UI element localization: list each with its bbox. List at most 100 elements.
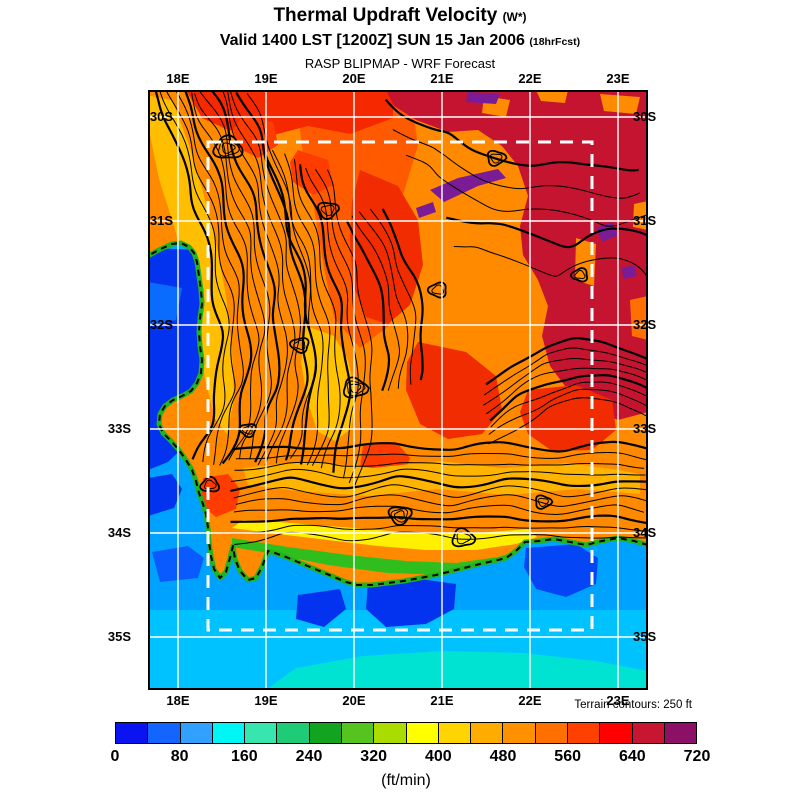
terrain-contour-peak	[342, 376, 370, 399]
terrain-contour-peak	[537, 497, 549, 507]
red-blob-5	[200, 474, 240, 517]
lon-label-bottom-18E: 18E	[166, 693, 190, 708]
terrain-contour	[486, 367, 648, 415]
forecast-hour-tag: (18hrFcst)	[529, 36, 581, 48]
colorbar-cell-7	[340, 723, 374, 743]
ocean-patch-dark-1	[296, 589, 346, 627]
terrain-contour	[230, 514, 647, 524]
colorbar-cell-16	[631, 723, 664, 743]
colorbar-units-label: (ft/min)	[381, 772, 431, 789]
map-canvas	[148, 90, 648, 690]
valid-time-text: Valid 1400 LST [1200Z] SUN 15 Jan 2006	[219, 32, 525, 49]
terrain-contour	[485, 337, 648, 386]
terrain-contour	[327, 169, 373, 486]
lon-label-top-21E: 21E	[430, 71, 454, 86]
terrain-contour-peak	[574, 269, 586, 280]
lat-label-right-31S: 31S	[633, 213, 657, 228]
terrain-contour	[351, 215, 400, 391]
terrain-contour	[209, 90, 281, 463]
updraft-region-layer	[150, 90, 648, 575]
colorbar-cell-1	[147, 723, 180, 743]
terrain-contour	[489, 374, 648, 422]
coast-green-fringe	[148, 240, 648, 588]
orange-spot-2	[600, 94, 640, 114]
land-layer	[148, 90, 648, 585]
colorbar-cell-9	[405, 723, 438, 743]
terrain-contour	[220, 90, 288, 466]
terrain-contour	[446, 216, 648, 249]
colorbar	[115, 722, 697, 744]
terrain-contour	[299, 164, 352, 473]
inner-domain-box	[206, 140, 594, 632]
colorbar-cell-6	[308, 723, 341, 743]
orange-spot-4	[633, 201, 648, 230]
colorbar-cell-17	[663, 723, 697, 743]
colorbar-cell-8	[373, 723, 406, 743]
terrain-contour-peak	[387, 506, 413, 526]
terrain-contour	[191, 92, 260, 461]
model-domain-box	[206, 140, 594, 632]
map-border	[148, 90, 648, 690]
terrain-contour-peak	[390, 508, 409, 523]
terrain-contour-peak	[288, 337, 310, 354]
terrain-contour-peak	[489, 153, 503, 164]
forecast-map	[148, 90, 648, 690]
terrain-contour	[154, 91, 225, 460]
terrain-contour	[490, 381, 648, 428]
lat-label-right-34S: 34S	[633, 525, 657, 540]
terrain-contour	[158, 90, 230, 463]
terrain-contour	[194, 93, 266, 459]
lon-label-bottom-23E: 23E	[606, 693, 630, 708]
terrain-contour-peak	[456, 531, 472, 545]
crimson-karoo	[386, 90, 648, 420]
terrain-contour	[405, 154, 648, 227]
red-blob-2	[406, 342, 502, 439]
colorbar-cell-5	[276, 723, 309, 743]
terrain-contour-peak	[320, 204, 335, 217]
orange-spot-6	[630, 296, 648, 340]
terrain-contour	[384, 98, 639, 172]
lon-label-bottom-21E: 21E	[430, 693, 454, 708]
ocean-patch-dark-4	[148, 474, 182, 516]
terrain-contours-note: Terrain contours: 250 ft	[574, 699, 692, 711]
lat-label-left-34S: 34S	[107, 525, 131, 540]
colorbar-cell-13	[534, 723, 567, 743]
terrain-contour	[226, 90, 296, 466]
terrain-contour-peak	[535, 494, 554, 510]
colorbar-tick-400: 400	[424, 748, 452, 765]
terrain-contour	[381, 208, 424, 381]
purple-streak-1	[430, 169, 506, 202]
green-coast-band	[232, 538, 538, 575]
terrain-contour	[183, 90, 253, 465]
orange-spot-1	[536, 90, 568, 103]
terrain-contour-peak	[451, 527, 477, 548]
ocean-turquoise-band	[266, 651, 648, 690]
terrain-contour-peak	[199, 475, 220, 493]
colorbar-tick-480: 480	[489, 748, 517, 765]
colorbar-tick-560: 560	[554, 748, 582, 765]
lon-label-bottom-20E: 20E	[342, 693, 366, 708]
terrain-contour	[284, 153, 331, 466]
terrain-contour-peak	[393, 510, 405, 520]
terrain-contour	[163, 90, 236, 465]
colorbar-tick-80: 80	[170, 748, 189, 765]
terrain-contour-peak	[241, 425, 253, 435]
terrain-contour	[369, 208, 417, 385]
lon-label-top-19E: 19E	[254, 71, 278, 86]
terrain-contour-peak	[431, 284, 444, 295]
lon-label-top-18E: 18E	[166, 71, 190, 86]
purple-streak-2	[466, 92, 500, 104]
ocean-patch-dark-2	[366, 579, 456, 627]
terrain-contour	[230, 524, 648, 534]
colorbar-cell-3	[211, 723, 245, 743]
purple-spot-5	[596, 222, 618, 242]
colorbar-tick-160: 160	[230, 748, 258, 765]
terrain-contour	[246, 93, 317, 459]
latlon-grid-layer	[148, 90, 648, 690]
terrain-contour	[230, 475, 648, 492]
lat-label-right-30S: 30S	[633, 109, 657, 124]
terrain-contour	[305, 167, 359, 479]
terrain-contour-peak	[293, 339, 306, 351]
colorbar-cell-0	[116, 723, 148, 743]
terrain-contour	[229, 90, 301, 464]
